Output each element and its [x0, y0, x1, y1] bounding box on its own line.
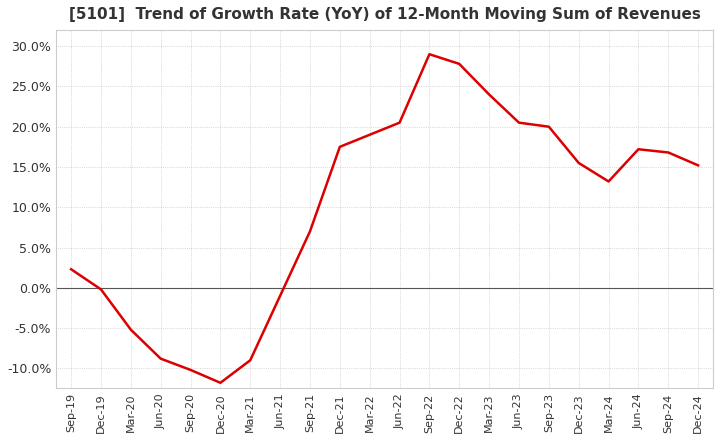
Title: [5101]  Trend of Growth Rate (YoY) of 12-Month Moving Sum of Revenues: [5101] Trend of Growth Rate (YoY) of 12-…: [68, 7, 701, 22]
